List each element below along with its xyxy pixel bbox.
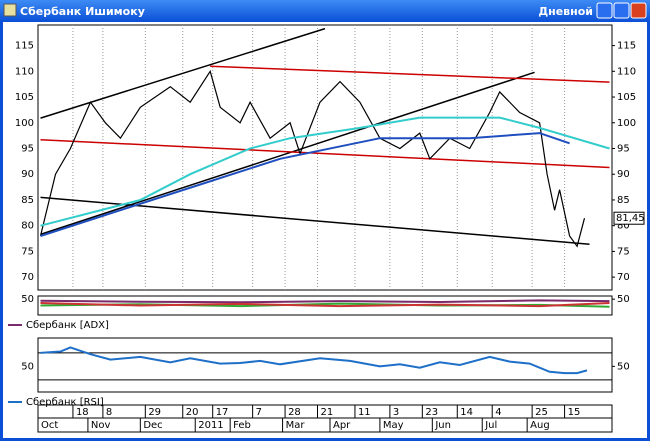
y-tick-label-left: 80 <box>21 221 34 232</box>
y-tick-label-right: 110 <box>617 66 636 77</box>
y-tick-label-right: 90 <box>617 169 630 180</box>
x-tick-label: 4 <box>495 407 501 418</box>
title-bar <box>0 0 650 22</box>
month-label: Oct <box>41 420 58 431</box>
x-tick-label: 17 <box>216 407 229 418</box>
y-tick-label-right: 100 <box>617 118 636 129</box>
month-label: Aug <box>530 420 550 431</box>
series-line <box>40 346 588 375</box>
y-tick-label-right: 50 <box>617 294 630 305</box>
y-tick-label-right: 115 <box>617 41 636 52</box>
last-price-label: 81,45 <box>616 213 645 224</box>
x-tick-label: 28 <box>288 407 301 418</box>
rsi-panel <box>37 337 613 393</box>
x-tick-label: 15 <box>568 407 581 418</box>
trend-line <box>210 65 610 83</box>
month-label: Mar <box>286 420 306 431</box>
month-label: Nov <box>91 420 111 431</box>
y-tick-label-right: 50 <box>617 361 630 372</box>
month-label: Jun <box>434 420 451 431</box>
x-tick-label: 25 <box>535 407 548 418</box>
y-tick-label-right: 105 <box>617 92 636 103</box>
y-tick-label-left: 100 <box>15 118 34 129</box>
last-price-box <box>613 211 645 225</box>
x-tick-label: 23 <box>425 407 438 418</box>
y-tick-label-left: 90 <box>21 169 34 180</box>
x-tick-label: 7 <box>256 407 262 418</box>
month-label: Jul <box>484 420 497 431</box>
series-line <box>40 302 610 308</box>
y-tick-label-right: 80 <box>617 221 630 232</box>
app-icon <box>3 3 17 17</box>
adx-panel <box>37 295 613 316</box>
close-button[interactable] <box>630 2 647 19</box>
main-panel <box>37 24 613 291</box>
month-label: Feb <box>233 420 251 431</box>
y-tick-label-right: 70 <box>617 272 630 283</box>
legend-label: Сбербанк [RSI] <box>26 397 104 408</box>
y-tick-label-left: 75 <box>21 246 34 257</box>
x-tick-label: 21 <box>321 407 334 418</box>
y-tick-label-left: 85 <box>21 195 34 206</box>
series-line <box>40 132 570 237</box>
series-line <box>40 299 610 304</box>
month-label: Dec <box>143 420 162 431</box>
y-tick-label-right: 75 <box>617 246 630 257</box>
x-tick-label: 8 <box>106 407 112 418</box>
timeframe: Дневной <box>538 5 593 18</box>
y-tick-label-left: 50 <box>21 294 34 305</box>
client-area <box>3 22 647 438</box>
x-tick-label: 18 <box>76 407 89 418</box>
series-line <box>40 302 610 308</box>
x-tick-label: 20 <box>186 407 199 418</box>
month-label: Apr <box>333 420 351 431</box>
series-line <box>40 116 610 227</box>
y-tick-label-left: 105 <box>15 92 34 103</box>
series-line <box>39 69 586 248</box>
legend-label: Сбербанк [ADX] <box>26 320 109 331</box>
trend-line <box>40 71 535 236</box>
y-tick-label-left: 95 <box>21 143 34 154</box>
y-tick-label-right: 95 <box>617 143 630 154</box>
window-title: Сбербанк Ишимоку <box>20 5 145 18</box>
minimize-button[interactable] <box>596 2 613 19</box>
maximize-button[interactable] <box>613 2 630 19</box>
x-tick-label: 3 <box>393 407 399 418</box>
x-tick-label: 11 <box>358 407 371 418</box>
y-tick-label-left: 110 <box>15 66 34 77</box>
y-tick-label-right: 85 <box>617 195 630 206</box>
month-label: 2011 <box>198 420 223 431</box>
y-tick-label-left: 115 <box>15 41 34 52</box>
x-tick-label: 29 <box>148 407 161 418</box>
trend-line <box>40 138 610 169</box>
y-tick-label-left: 70 <box>21 272 34 283</box>
trend-line <box>40 27 326 119</box>
month-label: May <box>383 420 404 431</box>
trend-line <box>40 196 590 245</box>
x-tick-label: 14 <box>460 407 473 418</box>
y-tick-label-left: 50 <box>21 361 34 372</box>
